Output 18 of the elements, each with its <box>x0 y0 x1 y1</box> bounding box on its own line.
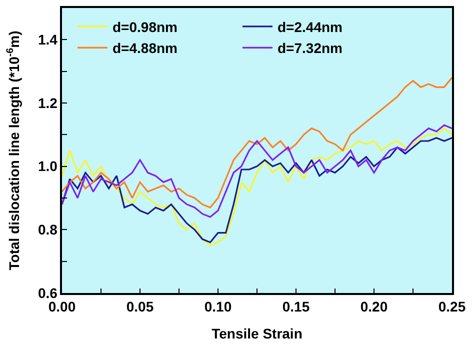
x-tick-label: 0.15 <box>282 298 310 315</box>
x-axis-title: Tensile Strain <box>212 325 302 342</box>
legend-label: d=2.44nm <box>278 18 342 35</box>
line-series <box>62 124 452 218</box>
legend-label: d=0.98nm <box>112 18 178 35</box>
x-tick-label: 0.00 <box>48 298 76 315</box>
x-tick-label: 0.25 <box>438 298 466 315</box>
x-tick-label: 0.05 <box>126 298 154 315</box>
x-tick-label: 0.10 <box>204 298 232 315</box>
y-tick-label: 1.0 <box>38 158 58 174</box>
x-tick-label: 0.20 <box>360 298 388 315</box>
legend-label: d=4.88nm <box>112 40 178 56</box>
y-tick-label: 0.8 <box>38 222 58 238</box>
y-tick-label: 0.6 <box>38 284 58 301</box>
line-series <box>62 76 452 208</box>
y-tick-label: 1.2 <box>38 94 58 111</box>
legend-label: d=7.32nm <box>278 40 342 56</box>
y-tick-label: 1.4 <box>38 32 58 48</box>
